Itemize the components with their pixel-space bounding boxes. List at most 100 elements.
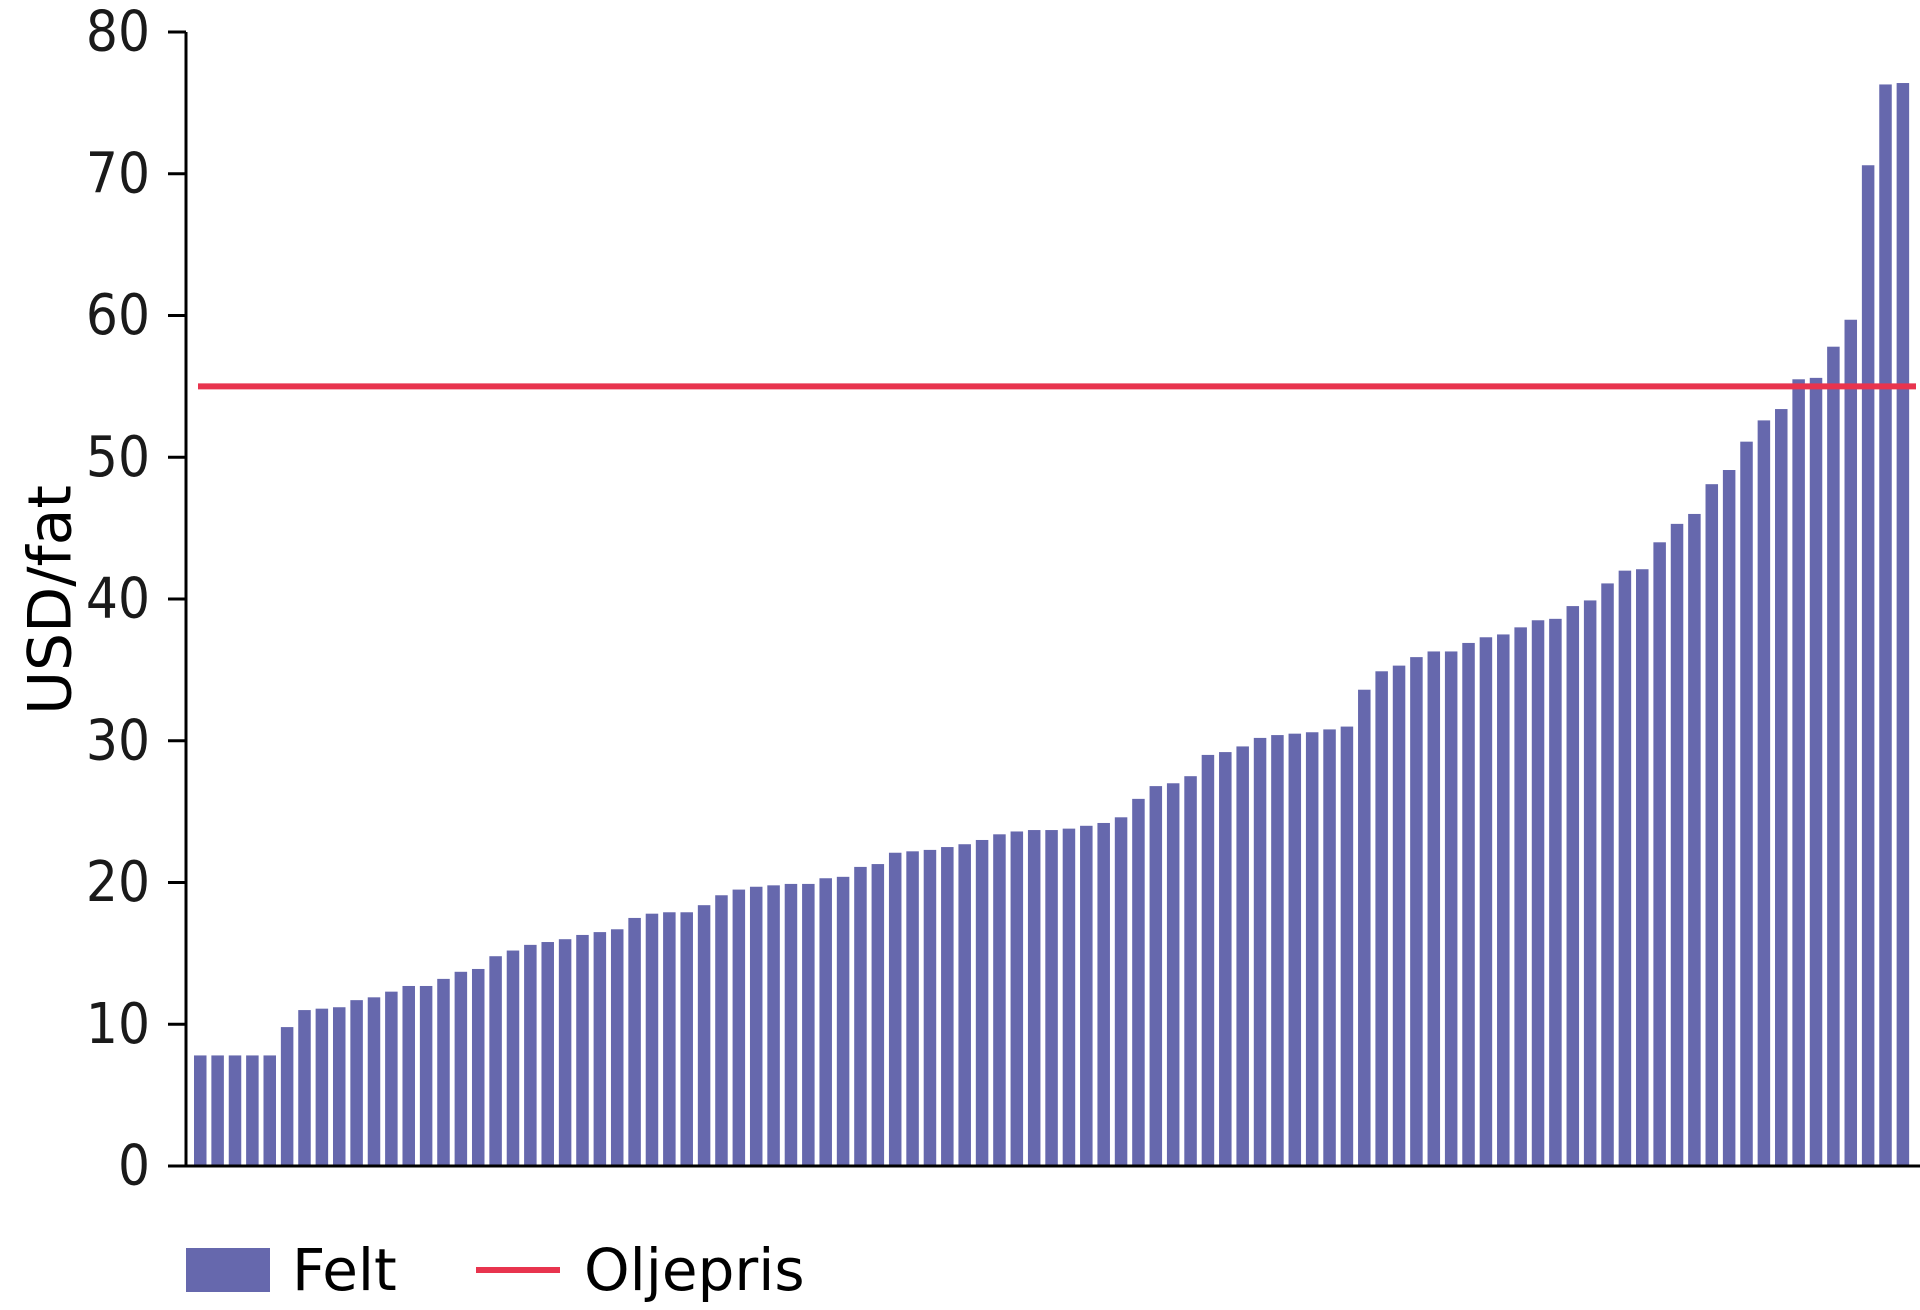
legend-felt-label: Felt (292, 1236, 397, 1304)
bar-felt (1775, 409, 1788, 1166)
y-tick-label: 40 (86, 567, 150, 632)
bar-felt (923, 849, 937, 1166)
bar-felt (332, 1007, 346, 1166)
bar-felt (263, 1055, 276, 1166)
bar-felt (558, 939, 572, 1166)
bar-felt (680, 912, 693, 1166)
bar-felt (1740, 441, 1753, 1166)
bar-felt (1236, 746, 1249, 1166)
bar-felt (1062, 828, 1076, 1166)
bar-felt (767, 885, 780, 1166)
bar-felt (628, 917, 641, 1166)
bar-felt (1444, 651, 1458, 1166)
bar-felt (1410, 657, 1423, 1166)
bar-felt (1583, 600, 1597, 1166)
bar-felt (888, 852, 902, 1166)
bar-felt (1219, 752, 1232, 1166)
bar-felt (1323, 729, 1336, 1166)
bar-felt (315, 1008, 329, 1166)
bar-felt (1879, 84, 1892, 1167)
bar-felt (1670, 523, 1684, 1166)
legend: Felt Oljepris (186, 1236, 805, 1304)
y-tick-label: 80 (86, 0, 150, 65)
bar-felt (1601, 583, 1614, 1166)
bar-felt (1375, 671, 1388, 1166)
bar-felt (489, 956, 502, 1166)
bar-felt (819, 878, 832, 1166)
bar-felt (975, 839, 989, 1166)
bar-felt (784, 883, 798, 1166)
bar-felt (385, 991, 398, 1166)
bar-felt (836, 876, 850, 1166)
bars (194, 83, 1910, 1167)
bar-felt (1305, 732, 1319, 1166)
bar-felt (1253, 737, 1267, 1166)
bar-felt (1514, 627, 1527, 1166)
bar-felt (211, 1055, 224, 1166)
bar-felt (1531, 620, 1545, 1166)
bar-felt (645, 913, 659, 1166)
bar-felt (367, 997, 381, 1166)
bar-felt (1861, 165, 1875, 1166)
bar-felt (1358, 689, 1371, 1166)
bar-felt (1097, 822, 1110, 1166)
bar-felt (663, 912, 676, 1166)
bar-felt (1166, 783, 1180, 1166)
bar-felt (1010, 831, 1024, 1166)
bar-felt (993, 834, 1006, 1166)
bar-felt (1462, 642, 1475, 1166)
bar-felt (1427, 651, 1441, 1166)
bar-felt (871, 864, 885, 1166)
bar-felt (906, 851, 919, 1166)
y-tick-label: 50 (86, 425, 150, 490)
bar-felt (1132, 798, 1145, 1166)
bar-felt (350, 1000, 363, 1166)
bar-felt (1705, 484, 1719, 1166)
bar-felt (1549, 618, 1562, 1166)
y-tick-label: 70 (86, 141, 150, 206)
bar-felt (1045, 830, 1058, 1166)
bar-felt (298, 1010, 311, 1166)
bar-felt (715, 895, 728, 1166)
bar-felt (1201, 754, 1215, 1166)
bar-felt (402, 985, 415, 1166)
bar-felt (1688, 513, 1701, 1166)
y-tick-label: 10 (86, 992, 150, 1057)
bar-felt (280, 1027, 294, 1166)
legend-oljepris-label: Oljepris (584, 1236, 805, 1304)
bar-felt (1896, 83, 1910, 1166)
bar-felt (471, 968, 485, 1166)
bar-felt (1027, 830, 1041, 1166)
bar-felt (697, 905, 711, 1166)
bar-felt (1566, 606, 1580, 1166)
bar-felt (941, 847, 954, 1166)
bar-felt (228, 1055, 242, 1166)
legend-felt-swatch (186, 1248, 270, 1292)
bar-felt (194, 1055, 207, 1166)
bar-felt (1479, 637, 1493, 1166)
bar-felt (1636, 569, 1649, 1166)
bar-felt (437, 978, 450, 1166)
y-axis-title: USD/fat (16, 485, 86, 715)
y-tick-label: 30 (86, 708, 150, 773)
bar-felt (1827, 346, 1840, 1166)
y-tick-label: 20 (86, 850, 150, 915)
bar-felt (1080, 825, 1093, 1166)
bar-felt (246, 1055, 259, 1166)
bar-felt (1844, 319, 1858, 1166)
y-axis-ticks: 0 10 20 30 40 50 60 70 80 (86, 0, 186, 1199)
bar-felt (576, 934, 589, 1166)
bar-felt (419, 985, 433, 1166)
bar-felt (454, 971, 468, 1166)
bar-felt (1809, 377, 1823, 1166)
bar-felt (1792, 379, 1805, 1166)
bar-felt (506, 950, 520, 1166)
bar-felt (958, 844, 971, 1166)
bar-felt (524, 944, 537, 1166)
bar-felt (802, 883, 815, 1166)
bar-felt (1757, 420, 1771, 1166)
bar-felt (732, 889, 746, 1166)
bar-felt (541, 942, 554, 1166)
bar-felt (610, 929, 624, 1166)
bar-felt (1392, 665, 1406, 1166)
